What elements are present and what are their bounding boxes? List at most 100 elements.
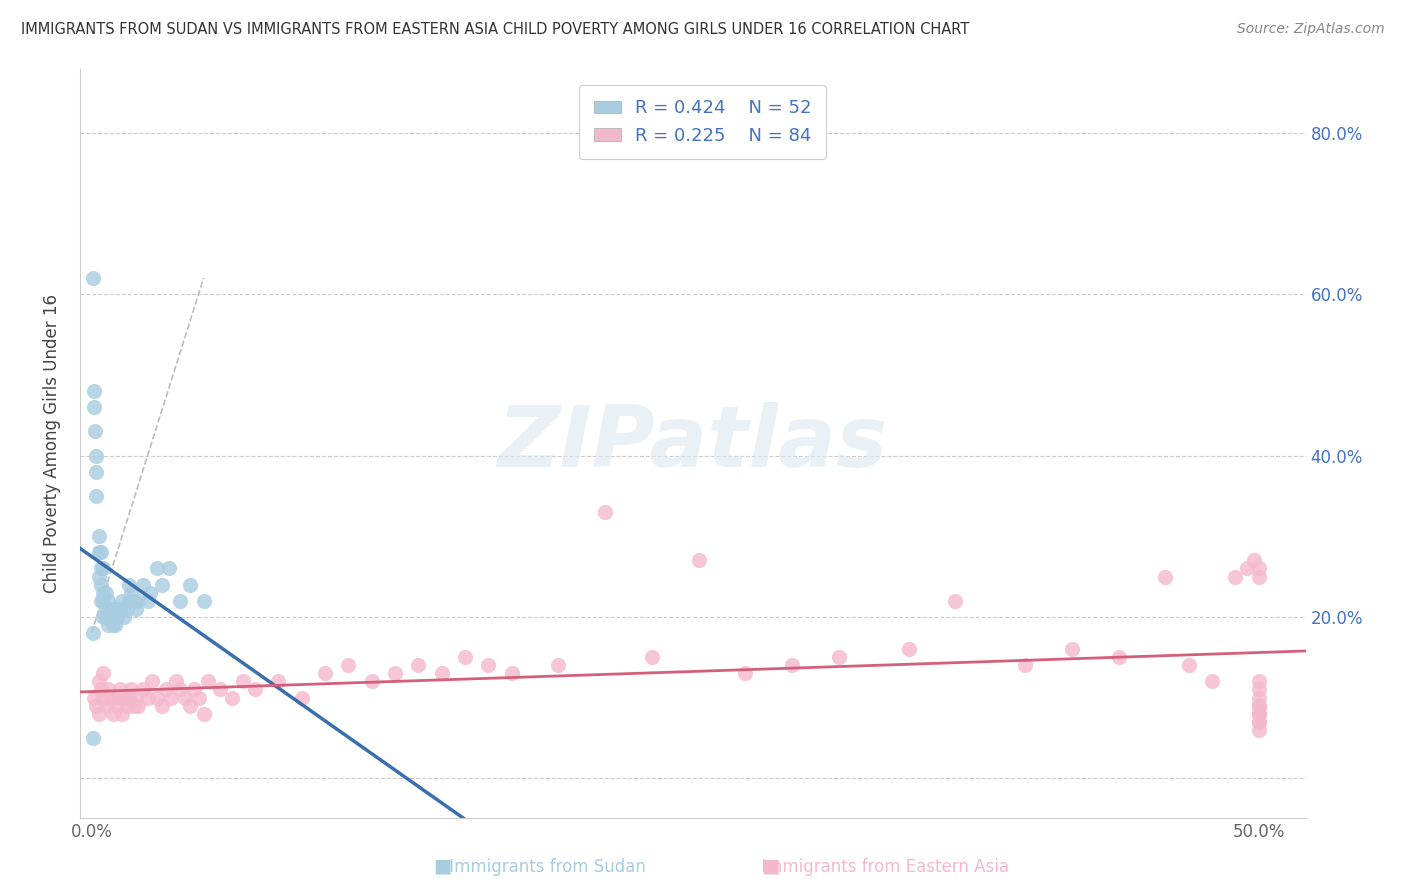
Point [1247, 706, 1270, 721]
Point [90, 593, 112, 607]
Point [169, 682, 191, 697]
Point [337, 658, 360, 673]
Point [97, 618, 120, 632]
Point [97, 593, 120, 607]
Point [111, 593, 134, 607]
Point [118, 593, 141, 607]
Point [90, 682, 112, 697]
Point [84, 465, 107, 479]
Point [125, 602, 148, 616]
Point [136, 690, 159, 705]
Point [454, 650, 477, 665]
Point [477, 658, 499, 673]
Point [104, 618, 127, 632]
Point [97, 682, 120, 697]
Point [115, 698, 138, 713]
Point [780, 658, 803, 673]
Point [1247, 569, 1270, 583]
Point [112, 610, 135, 624]
Point [87, 545, 110, 559]
Point [243, 682, 266, 697]
Point [104, 602, 127, 616]
Point [90, 561, 112, 575]
Point [174, 690, 197, 705]
Point [84, 489, 107, 503]
Point [91, 593, 114, 607]
Point [141, 674, 163, 689]
Point [83, 690, 105, 705]
Point [1108, 650, 1130, 665]
Point [90, 545, 112, 559]
Point [1247, 674, 1270, 689]
Point [150, 698, 173, 713]
Point [132, 682, 155, 697]
Legend: R = 0.424    N = 52, R = 0.225    N = 84: R = 0.424 N = 52, R = 0.225 N = 84 [579, 85, 827, 159]
Point [90, 577, 112, 591]
Point [314, 666, 336, 681]
Point [132, 577, 155, 591]
Point [291, 690, 314, 705]
Point [108, 682, 131, 697]
Point [112, 690, 135, 705]
Point [101, 706, 124, 721]
Point [943, 593, 966, 607]
Point [157, 561, 180, 575]
Point [193, 593, 215, 607]
Point [118, 577, 141, 591]
Point [232, 674, 254, 689]
Point [127, 698, 149, 713]
Point [91, 561, 114, 575]
Point [94, 602, 117, 616]
Point [897, 642, 920, 657]
Point [1225, 569, 1247, 583]
Point [1247, 706, 1270, 721]
Point [187, 690, 209, 705]
Point [98, 610, 121, 624]
Text: Immigrants from Sudan: Immigrants from Sudan [423, 858, 645, 876]
Point [101, 610, 124, 624]
Point [127, 593, 149, 607]
Y-axis label: Child Poverty Among Girls Under 16: Child Poverty Among Girls Under 16 [44, 294, 60, 593]
Point [94, 610, 117, 624]
Point [1247, 706, 1270, 721]
Text: ■: ■ [761, 857, 780, 876]
Point [105, 698, 128, 713]
Point [221, 690, 243, 705]
Point [1247, 723, 1270, 737]
Point [734, 666, 756, 681]
Point [87, 529, 110, 543]
Point [208, 682, 231, 697]
Point [155, 682, 177, 697]
Point [87, 706, 110, 721]
Point [1154, 569, 1177, 583]
Point [94, 698, 117, 713]
Point [641, 650, 664, 665]
Point [105, 610, 128, 624]
Point [183, 682, 205, 697]
Text: ■: ■ [433, 857, 453, 876]
Point [1243, 553, 1265, 567]
Point [179, 698, 201, 713]
Point [1247, 698, 1270, 713]
Point [108, 602, 131, 616]
Point [408, 658, 430, 673]
Point [83, 401, 105, 415]
Point [82, 731, 104, 745]
Point [97, 610, 120, 624]
Point [82, 626, 104, 640]
Point [122, 698, 145, 713]
Point [160, 690, 183, 705]
Point [1247, 690, 1270, 705]
Point [122, 593, 145, 607]
Point [1247, 682, 1270, 697]
Point [179, 577, 201, 591]
Point [501, 666, 523, 681]
Point [98, 602, 121, 616]
Point [91, 585, 114, 599]
Point [1247, 698, 1270, 713]
Text: ZIPatlas: ZIPatlas [498, 402, 887, 485]
Point [87, 674, 110, 689]
Point [84, 449, 107, 463]
Point [827, 650, 849, 665]
Point [267, 674, 290, 689]
